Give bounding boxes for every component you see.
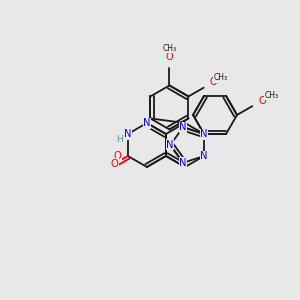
Text: N: N	[179, 158, 187, 168]
Text: N: N	[143, 118, 151, 128]
Text: O: O	[114, 151, 122, 161]
Text: O: O	[111, 159, 119, 169]
Text: H: H	[116, 136, 123, 145]
Text: O: O	[209, 77, 217, 87]
Text: CH₃: CH₃	[162, 44, 176, 52]
Text: CH₃: CH₃	[264, 91, 278, 100]
Text: N: N	[200, 129, 208, 139]
Text: N: N	[167, 140, 174, 150]
Text: N: N	[124, 129, 132, 139]
Text: N: N	[179, 122, 187, 132]
Text: O: O	[166, 52, 173, 62]
Text: O: O	[258, 96, 266, 106]
Text: CH₃: CH₃	[214, 73, 228, 82]
Text: N: N	[200, 151, 208, 161]
